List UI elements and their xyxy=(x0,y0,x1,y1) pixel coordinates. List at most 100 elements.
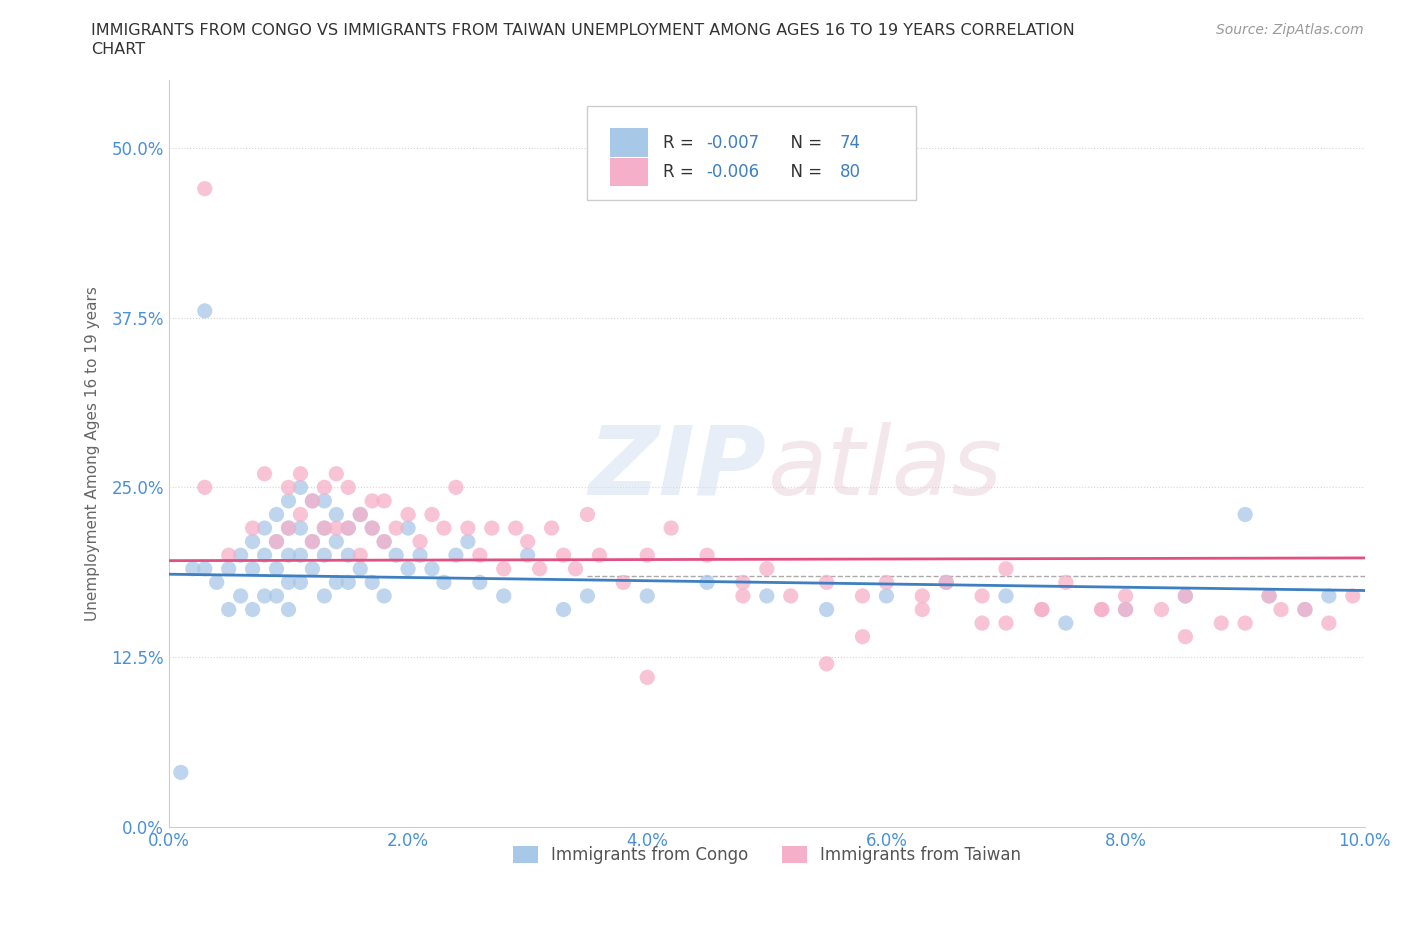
Point xyxy=(564,562,586,577)
Point xyxy=(277,575,299,590)
Point xyxy=(409,548,432,563)
Point xyxy=(396,562,419,577)
Point xyxy=(229,589,252,604)
Point xyxy=(337,480,360,495)
Point xyxy=(636,548,658,563)
Point xyxy=(290,507,312,522)
Point xyxy=(755,589,778,604)
Point xyxy=(194,181,217,196)
Y-axis label: Unemployment Among Ages 16 to 19 years: Unemployment Among Ages 16 to 19 years xyxy=(86,286,100,621)
Point xyxy=(433,575,456,590)
Point xyxy=(420,507,443,522)
Point xyxy=(516,534,538,549)
Point xyxy=(1054,616,1077,631)
Point xyxy=(253,548,276,563)
Point xyxy=(337,521,360,536)
Point xyxy=(1115,589,1137,604)
Point xyxy=(1317,616,1340,631)
Point xyxy=(1234,616,1257,631)
Text: N =: N = xyxy=(780,163,827,180)
Point xyxy=(911,589,934,604)
Point xyxy=(1341,589,1364,604)
Point xyxy=(301,494,323,509)
Point xyxy=(529,562,551,577)
Point xyxy=(636,670,658,684)
Point xyxy=(266,534,288,549)
Point xyxy=(1031,602,1053,617)
FancyBboxPatch shape xyxy=(610,128,648,157)
Point xyxy=(1054,575,1077,590)
Text: R =: R = xyxy=(662,163,699,180)
Point xyxy=(636,589,658,604)
Point xyxy=(444,548,467,563)
Point xyxy=(995,589,1018,604)
Point xyxy=(277,494,299,509)
Point xyxy=(396,521,419,536)
Point xyxy=(277,548,299,563)
Point xyxy=(266,562,288,577)
Text: -0.006: -0.006 xyxy=(706,163,759,180)
Point xyxy=(1174,630,1197,644)
Point xyxy=(277,521,299,536)
Point xyxy=(935,575,957,590)
Text: 74: 74 xyxy=(839,134,860,152)
Point xyxy=(373,534,395,549)
Point xyxy=(1294,602,1316,617)
Point xyxy=(851,630,873,644)
Point xyxy=(1115,602,1137,617)
Point xyxy=(433,521,456,536)
Point xyxy=(181,562,204,577)
Point xyxy=(337,521,360,536)
Point xyxy=(1091,602,1114,617)
Point xyxy=(253,521,276,536)
Point xyxy=(576,507,599,522)
Point xyxy=(266,589,288,604)
Point xyxy=(205,575,228,590)
FancyBboxPatch shape xyxy=(588,106,917,200)
Text: R =: R = xyxy=(662,134,699,152)
Point xyxy=(731,589,754,604)
Point xyxy=(337,548,360,563)
Point xyxy=(242,534,264,549)
Point xyxy=(290,521,312,536)
Point xyxy=(373,534,395,549)
Point xyxy=(911,602,934,617)
Point xyxy=(266,534,288,549)
Point xyxy=(325,521,347,536)
Point xyxy=(1091,602,1114,617)
Point xyxy=(314,521,336,536)
Point xyxy=(444,480,467,495)
Point xyxy=(218,548,240,563)
Point xyxy=(970,616,993,631)
Point xyxy=(253,466,276,481)
Point xyxy=(325,507,347,522)
Text: CHART: CHART xyxy=(91,42,145,57)
Point xyxy=(242,521,264,536)
Point xyxy=(218,602,240,617)
Point xyxy=(373,589,395,604)
Point xyxy=(1270,602,1292,617)
Point xyxy=(266,507,288,522)
Point xyxy=(553,548,575,563)
Point xyxy=(325,466,347,481)
Point xyxy=(170,765,193,780)
Point xyxy=(696,548,718,563)
Point xyxy=(492,562,515,577)
Point xyxy=(194,562,217,577)
Point xyxy=(325,534,347,549)
Point xyxy=(349,507,371,522)
Point xyxy=(1317,589,1340,604)
Point xyxy=(553,602,575,617)
Point xyxy=(301,494,323,509)
Point xyxy=(457,521,479,536)
Point xyxy=(349,548,371,563)
Point xyxy=(970,589,993,604)
Point xyxy=(457,534,479,549)
Point xyxy=(696,575,718,590)
Point xyxy=(361,521,384,536)
Point xyxy=(325,575,347,590)
Point xyxy=(277,521,299,536)
Point xyxy=(396,507,419,522)
Point xyxy=(935,575,957,590)
Point xyxy=(875,575,897,590)
